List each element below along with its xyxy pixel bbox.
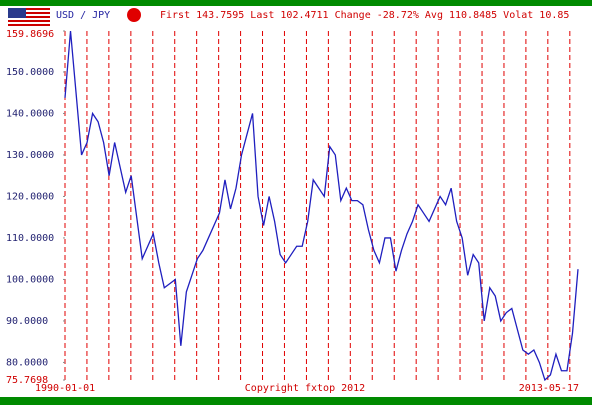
y-tick-label: 130.0000: [6, 150, 54, 161]
y-tick-label: 159.8696: [6, 29, 54, 40]
flag: [8, 8, 50, 26]
footer: Copyright fxtop 2012: [245, 383, 365, 394]
pair: USD / JPY: [56, 10, 110, 21]
x-end-label: 2013-05-17: [519, 383, 579, 394]
y-tick-label: 140.0000: [6, 108, 54, 119]
y-tick-label: 150.0000: [6, 67, 54, 78]
indicator: [127, 8, 141, 22]
y-tick-label: 75.7698: [6, 375, 48, 386]
y-tick-label: 120.0000: [6, 191, 54, 202]
stats: First 143.7595 Last 102.4711 Change -28.…: [160, 10, 569, 21]
bottom-bar: [0, 397, 592, 405]
y-tick-label: 80.0000: [6, 357, 48, 368]
x-start-label: 1990-01-01: [35, 383, 95, 394]
price-line: [64, 30, 579, 382]
y-tick-label: 90.0000: [6, 316, 48, 327]
y-tick-label: 110.0000: [6, 233, 54, 244]
y-tick-label: 100.0000: [6, 274, 54, 285]
top-bar: [0, 0, 592, 6]
